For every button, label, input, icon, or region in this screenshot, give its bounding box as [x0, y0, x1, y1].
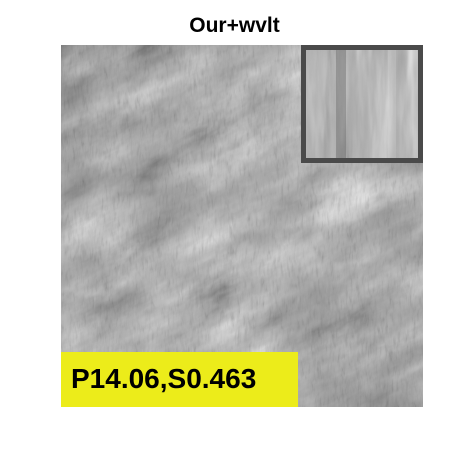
figure-title: Our+wvlt	[189, 14, 280, 37]
zoom-inset	[301, 45, 423, 163]
metric-box: P14.06,S0.463	[61, 352, 298, 407]
texture-image: P14.06,S0.463	[61, 45, 423, 407]
metric-label: P14.06,S0.463	[71, 363, 257, 394]
zoom-inset-graphic	[306, 50, 418, 158]
